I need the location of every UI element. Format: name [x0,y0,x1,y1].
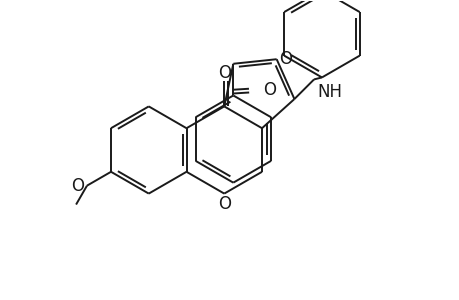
Text: O: O [278,50,291,68]
Text: O: O [217,64,230,82]
Text: O: O [217,196,230,214]
Text: O: O [71,177,84,195]
Text: O: O [263,80,275,98]
Text: NH: NH [316,83,341,101]
